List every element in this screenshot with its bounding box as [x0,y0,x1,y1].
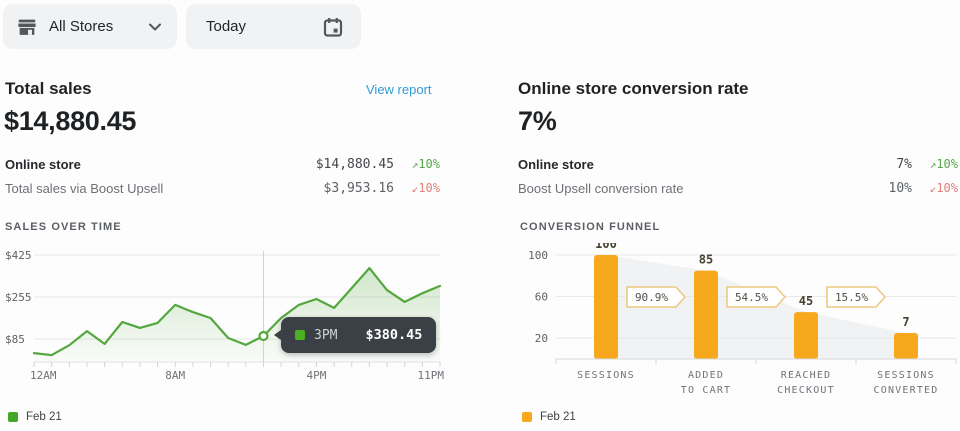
svg-text:4PM: 4PM [306,369,326,382]
legend-label: Feb 21 [26,411,62,423]
sales-chart-legend: Feb 21 [8,411,62,423]
conversion-rate-title: Online store conversion rate [518,79,749,98]
trend-down-icon: ↙ [411,182,419,195]
svg-text:8AM: 8AM [165,369,185,382]
calendar-icon [321,15,345,39]
svg-text:54.5%: 54.5% [735,291,768,304]
metric-row-boost-upsell-sales: Total sales via Boost Upsell $3,953.16 ↙… [5,179,440,197]
svg-text:45: 45 [799,294,813,308]
tooltip-time: 3PM [314,327,338,343]
metric-value: $3,953.16 [323,180,394,196]
conversion-rate-value: 7% [518,106,557,136]
svg-text:SESSIONS: SESSIONS [577,370,635,381]
svg-text:15.5%: 15.5% [835,291,868,304]
svg-text:11PM: 11PM [418,369,445,382]
conversion-funnel-chart[interactable]: 100 60 20 100 85 45 7 90.9% 54.5% 15.5% SESSIONS AD… [518,243,960,401]
legend-label: Feb 21 [540,411,576,423]
store-selector-label: All Stores [49,18,114,35]
svg-text:20: 20 [535,332,548,345]
svg-text:$255: $255 [5,291,32,304]
funnel-chart-legend: Feb 21 [522,411,576,423]
metric-row-online-store-sales: Online store $14,880.45 ↗10% [5,155,440,173]
trend-badge: ↗10% [929,157,958,171]
metric-value: 10% [888,180,912,196]
metric-label: Online store [518,156,594,172]
svg-text:REACHED: REACHED [781,370,832,381]
total-sales-title: Total sales [5,79,92,98]
date-range-label: Today [206,18,247,35]
trend-up-icon: ↗ [411,158,419,171]
total-sales-value: $14,880.45 [4,106,137,136]
conversion-funnel-heading: CONVERSION FUNNEL [520,221,661,233]
storefront-icon [16,16,38,38]
metric-label: Boost Upsell conversion rate [518,180,684,196]
date-range-selector-button[interactable]: Today [186,4,361,49]
metric-value: $14,880.45 [315,156,394,172]
svg-text:SESSIONS: SESSIONS [877,370,935,381]
dropdown-caret-icon [149,23,161,31]
trend-badge: ↙10% [929,181,958,195]
svg-text:100: 100 [528,249,548,262]
svg-text:85: 85 [699,253,713,267]
metric-label: Total sales via Boost Upsell [5,180,164,196]
legend-swatch-green [8,412,18,422]
svg-text:100: 100 [595,243,617,251]
view-report-link[interactable]: View report [366,82,432,97]
tooltip-series-swatch [295,330,305,340]
sales-over-time-heading: SALES OVER TIME [5,221,122,233]
trend-badge: ↙10% [411,181,440,195]
svg-text:CHECKOUT: CHECKOUT [777,385,835,396]
trend-down-icon: ↙ [929,182,937,195]
svg-text:60: 60 [535,291,548,304]
metric-label: Online store [5,156,81,172]
trend-up-icon: ↗ [929,158,937,171]
svg-text:$425: $425 [5,249,32,262]
sales-over-time-chart[interactable]: $425 $255 $85 12AM 8AM 4PM 11PM [0,243,446,385]
metric-row-online-store-rate: Online store 7% ↗10% [518,155,958,173]
svg-text:90.9%: 90.9% [635,291,668,304]
svg-text:CONVERTED: CONVERTED [874,385,939,396]
svg-text:TO CART: TO CART [681,385,732,396]
svg-text:7: 7 [902,315,909,329]
tooltip-value: $380.45 [365,327,423,343]
legend-swatch-orange [522,412,532,422]
svg-text:ADDED: ADDED [688,370,724,381]
svg-text:$85: $85 [5,333,25,346]
metric-row-boost-upsell-rate: Boost Upsell conversion rate 10% ↙10% [518,179,958,197]
svg-text:12AM: 12AM [30,369,57,382]
trend-badge: ↗10% [411,157,440,171]
chart-tooltip: 3PM $380.45 [273,317,437,353]
store-selector-button[interactable]: All Stores [3,4,177,49]
metric-value: 7% [896,156,912,172]
